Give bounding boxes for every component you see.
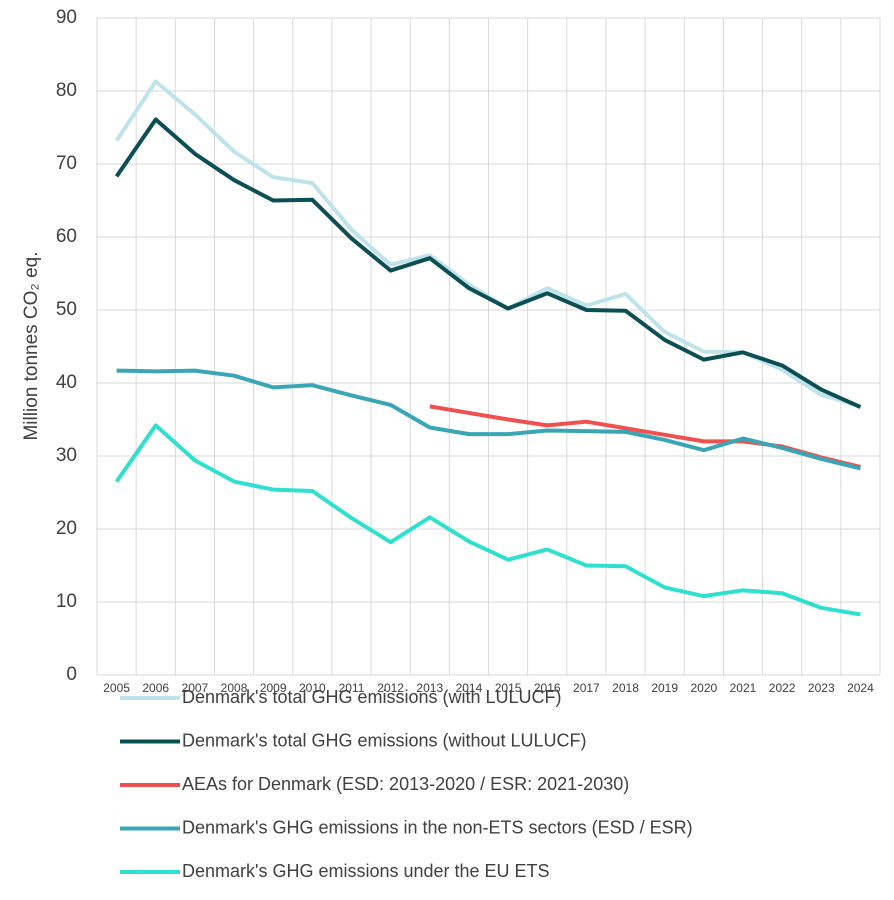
x-tick-label: 2011 [339, 681, 365, 695]
legend-label: Denmark's total GHG emissions (without L… [182, 730, 587, 750]
legend-label: Denmark's GHG emissions under the EU ETS [182, 861, 550, 881]
y-axis-label: Million tonnes CO₂ eq. [21, 251, 42, 440]
x-tick-label: 2013 [416, 681, 443, 695]
y-tick-label: 50 [56, 299, 77, 320]
x-tick-label: 2018 [612, 681, 639, 695]
x-tick-label: 2015 [495, 681, 522, 695]
y-tick-label: 0 [66, 664, 77, 685]
legend-label: Denmark's total GHG emissions (with LULU… [182, 687, 562, 707]
y-tick-label: 70 [56, 153, 77, 174]
y-tick-label: 20 [56, 518, 77, 539]
y-tick-label: 10 [56, 591, 77, 612]
x-tick-label: 2012 [377, 681, 404, 695]
x-tick-label: 2008 [221, 681, 248, 695]
x-tick-label: 2017 [573, 681, 600, 695]
x-tick-label: 2021 [730, 681, 757, 695]
y-tick-label: 60 [56, 226, 77, 247]
x-tick-label: 2014 [456, 681, 483, 695]
y-tick-label: 40 [56, 372, 77, 393]
y-tick-label: 90 [56, 7, 77, 28]
series-line [114, 423, 861, 617]
x-tick-label: 2016 [534, 681, 561, 695]
x-tick-label: 2022 [769, 681, 796, 695]
x-tick-label: 2005 [103, 681, 130, 695]
x-tick-label: 2023 [808, 681, 835, 695]
x-tick-label: 2009 [260, 681, 287, 695]
series-line [114, 117, 862, 409]
x-tick-label: 2024 [847, 681, 874, 695]
legend-label: Denmark's GHG emissions in the non-ETS s… [182, 817, 693, 837]
x-tick-label: 2007 [182, 681, 209, 695]
x-tick-label: 2020 [690, 681, 717, 695]
y-tick-label: 30 [56, 445, 77, 466]
y-tick-label: 80 [56, 80, 77, 101]
x-tick-label: 2010 [299, 681, 326, 695]
legend-label: AEAs for Denmark (ESD: 2013-2020 / ESR: … [182, 774, 629, 794]
series-line [116, 368, 861, 471]
x-tick-label: 2006 [142, 681, 169, 695]
x-tick-label: 2019 [651, 681, 678, 695]
